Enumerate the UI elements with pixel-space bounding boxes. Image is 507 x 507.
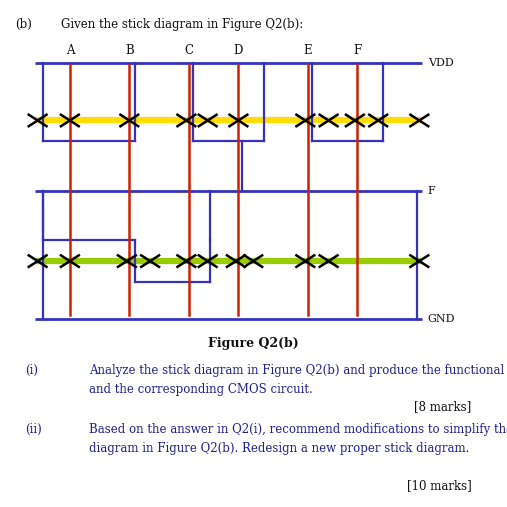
Text: F: F bbox=[428, 186, 436, 196]
Text: Figure Q2(b): Figure Q2(b) bbox=[208, 337, 299, 350]
Text: [10 marks]: [10 marks] bbox=[407, 479, 472, 492]
Text: (b): (b) bbox=[15, 18, 32, 31]
Text: Analyze the stick diagram in Figure Q2(b) and produce the functional equation: Analyze the stick diagram in Figure Q2(b… bbox=[89, 364, 507, 377]
Text: diagram in Figure Q2(b). Redesign a new proper stick diagram.: diagram in Figure Q2(b). Redesign a new … bbox=[89, 442, 469, 455]
Text: C: C bbox=[185, 44, 193, 57]
Text: (ii): (ii) bbox=[25, 423, 42, 437]
Text: F: F bbox=[353, 44, 361, 57]
Text: Given the stick diagram in Figure Q2(b):: Given the stick diagram in Figure Q2(b): bbox=[61, 18, 303, 31]
Text: (i): (i) bbox=[25, 364, 39, 377]
Text: Based on the answer in Q2(i), recommend modifications to simplify the stick: Based on the answer in Q2(i), recommend … bbox=[89, 423, 507, 437]
Text: B: B bbox=[125, 44, 134, 57]
Text: VDD: VDD bbox=[428, 58, 454, 68]
Text: E: E bbox=[304, 44, 312, 57]
Text: [8 marks]: [8 marks] bbox=[414, 401, 472, 414]
Text: D: D bbox=[234, 44, 243, 57]
Text: and the corresponding CMOS circuit.: and the corresponding CMOS circuit. bbox=[89, 383, 312, 396]
Text: A: A bbox=[65, 44, 74, 57]
Text: GND: GND bbox=[428, 314, 455, 323]
